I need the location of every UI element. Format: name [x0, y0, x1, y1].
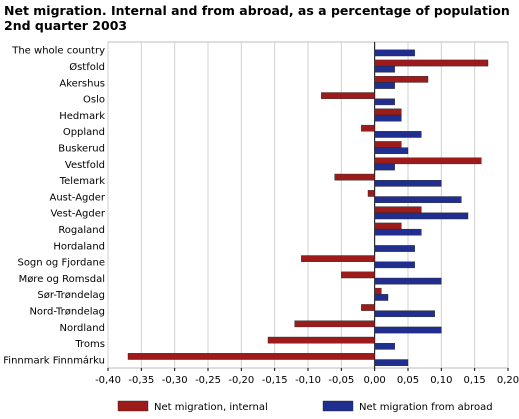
bars	[127, 49, 489, 366]
bar-internal	[321, 92, 375, 99]
bar-abroad	[374, 261, 415, 269]
category-labels: The whole country Østfold Akershus Oslo Hedm…	[3, 46, 106, 367]
chart-title: Net migration. Internal and from abroad,…	[4, 3, 514, 33]
bar-abroad	[374, 294, 389, 301]
bar-abroad	[374, 180, 442, 187]
category-label: Vestfold	[65, 160, 105, 171]
category-label: Sogn og Fjordane	[17, 258, 105, 269]
category-label: Akershus	[59, 78, 105, 89]
legend-label-internal: Net migration, internal	[154, 402, 268, 413]
x-tick-label: -0,10	[295, 375, 321, 386]
bar-internal	[361, 124, 375, 132]
category-label: Finnmark Finnmárku	[3, 354, 105, 366]
bar-internal	[127, 353, 375, 360]
gridlines	[107, 41, 509, 369]
bar-abroad	[374, 212, 469, 220]
bar-internal	[367, 190, 375, 197]
bar-internal	[341, 271, 375, 279]
category-label: Nord-Trøndelag	[29, 306, 105, 317]
x-tick-label: -0,05	[328, 375, 354, 386]
x-tick-label: 0,20	[497, 375, 519, 386]
bar-abroad	[374, 98, 395, 106]
category-label: Møre og Romsdal	[19, 274, 105, 285]
bar-abroad	[374, 163, 395, 171]
bar-internal	[374, 141, 402, 148]
bar-internal	[374, 222, 402, 230]
legend: Net migration, internal Net migration fro…	[117, 400, 493, 413]
bar-internal	[374, 157, 482, 165]
bar-abroad	[374, 228, 422, 236]
bar-internal	[374, 76, 429, 83]
bar-abroad	[374, 359, 409, 366]
category-label: Aust-Agder	[50, 192, 106, 203]
category-label: Hedmark	[59, 111, 105, 122]
chart-title-line-2: 2nd quarter 2003	[4, 18, 128, 33]
category-label: Oslo	[83, 95, 105, 106]
legend-swatch-abroad	[322, 400, 354, 412]
bar-abroad	[374, 65, 395, 73]
x-tick-label: -0,40	[95, 375, 121, 386]
category-label: Troms	[74, 339, 105, 350]
category-label: Sør-Trøndelag	[37, 290, 105, 301]
bar-abroad	[374, 147, 409, 155]
bar-abroad	[374, 245, 415, 252]
category-label: The whole country	[11, 46, 105, 57]
x-tick-label: 0,15	[464, 375, 486, 386]
bar-abroad	[374, 310, 435, 318]
bar-internal	[374, 206, 422, 214]
bar-internal	[301, 255, 375, 262]
category-label: Nordland	[60, 323, 105, 334]
category-label: Østfold	[69, 61, 105, 73]
category-label: Buskerud	[58, 143, 105, 154]
x-tick-label: 0,05	[397, 375, 419, 386]
bar-abroad	[374, 114, 402, 122]
bar-abroad	[374, 277, 442, 285]
category-label: Telemark	[59, 176, 105, 187]
bar-internal	[374, 287, 382, 295]
bar-abroad	[374, 131, 422, 138]
x-tick-label: 0,00	[364, 375, 386, 386]
x-tick-label: -0,20	[228, 375, 254, 386]
bar-internal	[374, 108, 402, 116]
bar-abroad	[374, 82, 395, 89]
legend-swatch-internal	[117, 400, 149, 412]
bar-internal	[361, 304, 375, 311]
bar-internal	[267, 336, 375, 344]
legend-label-abroad: Net migration from abroad	[359, 402, 493, 413]
bar-abroad	[374, 343, 395, 350]
bar-abroad	[374, 49, 415, 57]
category-label: Oppland	[63, 127, 105, 138]
x-tick-label: 0,10	[430, 375, 452, 386]
category-label: Vest-Agder	[50, 209, 105, 220]
category-label: Hordaland	[53, 241, 105, 252]
bar-abroad	[374, 196, 462, 203]
x-axis: -0,40 -0,35 -0,30 -0,25 -0,20 -0,15 -0,10 -0,05…	[95, 368, 519, 386]
bar-abroad	[374, 326, 442, 334]
x-tick-label: -0,30	[162, 375, 188, 386]
chart-title-line-1: Net migration. Internal and from abroad,…	[4, 3, 510, 18]
category-label: Rogaland	[58, 225, 105, 236]
x-tick-label: -0,15	[262, 375, 288, 386]
x-tick-label: -0,35	[128, 375, 154, 386]
bar-internal	[334, 173, 375, 181]
x-tick-label: -0,25	[195, 375, 221, 386]
bar-internal	[374, 59, 489, 67]
bar-internal	[294, 320, 375, 328]
